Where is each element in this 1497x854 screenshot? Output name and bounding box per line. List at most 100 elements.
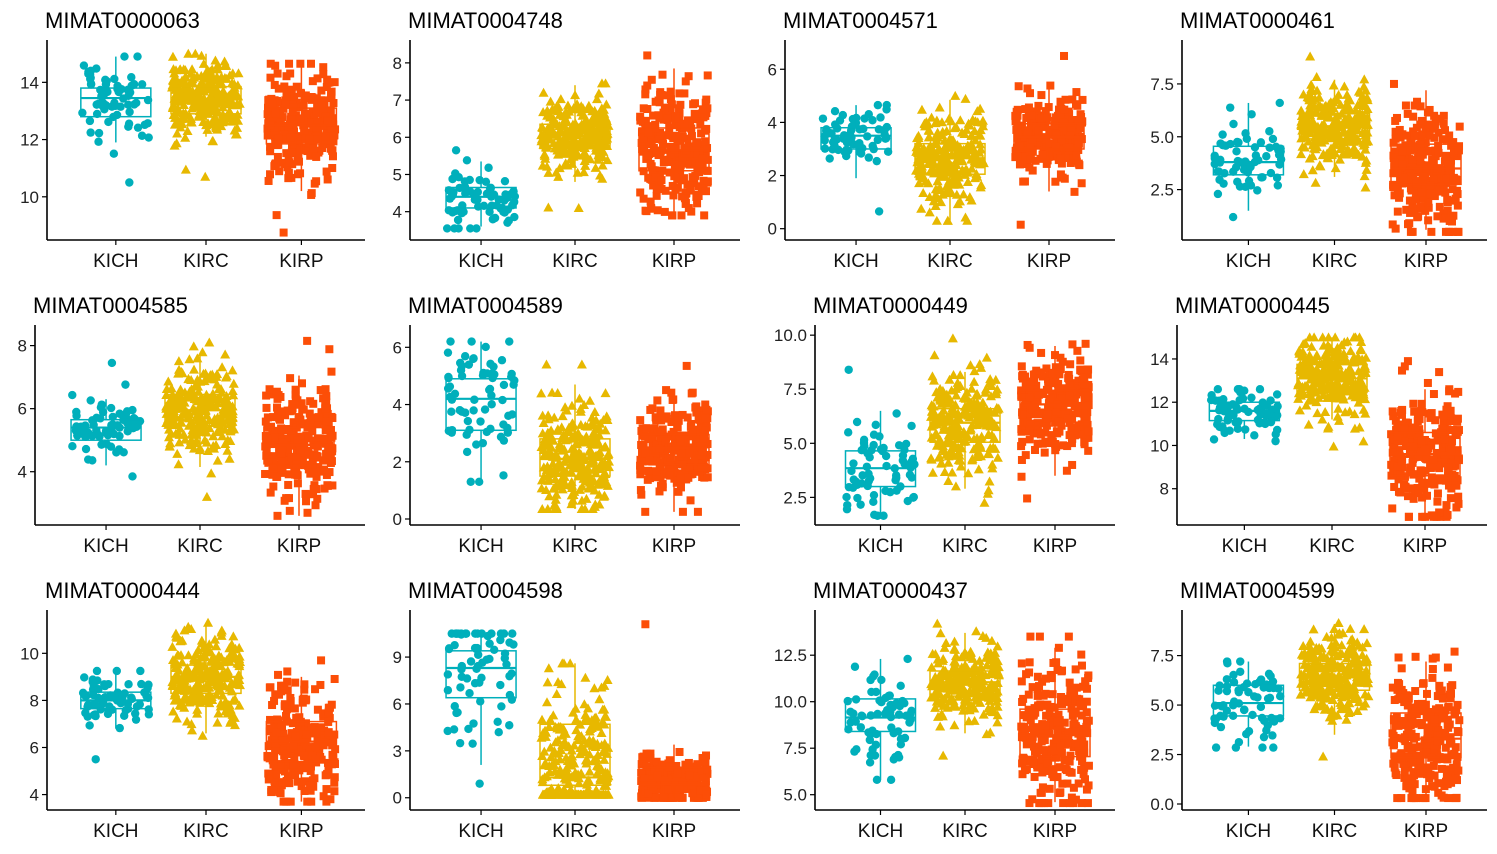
data-point <box>1359 171 1370 181</box>
data-point <box>293 396 302 405</box>
data-point <box>869 430 879 439</box>
data-point <box>1330 163 1341 173</box>
data-point <box>201 410 212 420</box>
data-point <box>593 88 604 98</box>
data-point <box>1393 432 1402 441</box>
data-point <box>539 149 550 159</box>
data-point <box>1015 142 1024 151</box>
data-point <box>983 485 994 495</box>
data-point <box>1351 149 1362 159</box>
data-point <box>673 421 682 430</box>
data-point <box>652 148 661 157</box>
data-point <box>128 405 137 415</box>
data-point <box>576 359 587 369</box>
data-point <box>1307 165 1318 175</box>
data-point <box>1439 111 1448 120</box>
data-point <box>274 140 283 149</box>
data-point <box>552 387 563 397</box>
data-point <box>636 470 645 479</box>
data-point <box>1391 127 1400 136</box>
data-point <box>686 496 695 505</box>
data-point <box>309 436 318 445</box>
data-point <box>638 457 647 466</box>
data-point <box>319 70 328 79</box>
data-point <box>930 190 941 200</box>
data-point <box>972 171 983 181</box>
data-point <box>465 175 474 185</box>
data-point <box>1410 131 1419 140</box>
data-point <box>641 116 650 125</box>
data-point <box>1273 181 1283 190</box>
data-point <box>135 416 145 426</box>
data-point <box>290 92 299 101</box>
data-point <box>691 438 700 447</box>
data-point <box>1082 365 1091 374</box>
data-point <box>1297 381 1308 391</box>
data-point <box>183 374 194 384</box>
data-point <box>1362 104 1373 114</box>
data-point <box>327 457 336 466</box>
data-point <box>1084 392 1093 401</box>
data-point <box>273 152 282 161</box>
data-point <box>1443 402 1452 411</box>
data-point <box>1416 202 1425 211</box>
data-point <box>289 418 298 427</box>
data-point <box>1437 174 1446 183</box>
data-point <box>1338 137 1349 147</box>
data-point <box>1070 397 1079 406</box>
data-point <box>966 383 977 393</box>
data-point <box>653 206 662 215</box>
data-point <box>1336 340 1347 350</box>
data-point <box>1390 443 1399 452</box>
data-point <box>675 173 684 182</box>
data-point <box>1021 377 1030 386</box>
data-point <box>1073 128 1082 137</box>
data-point <box>647 75 656 84</box>
x-tick-label: KIRC <box>552 536 597 557</box>
data-point <box>1441 126 1450 135</box>
data-point <box>271 109 280 118</box>
data-point <box>137 131 147 140</box>
data-point <box>1429 455 1438 464</box>
data-point <box>462 447 472 457</box>
data-point <box>593 154 604 164</box>
data-point <box>647 175 656 184</box>
data-point <box>264 176 273 185</box>
data-point <box>567 463 578 473</box>
data-point <box>170 71 181 81</box>
data-point <box>129 100 139 109</box>
data-point <box>451 146 461 155</box>
data-point <box>309 484 318 493</box>
data-point <box>1232 147 1241 156</box>
data-point <box>328 114 337 123</box>
data-point <box>1055 370 1064 379</box>
data-point <box>636 188 645 197</box>
data-point <box>321 132 330 141</box>
data-point <box>681 468 690 477</box>
data-point <box>222 445 233 455</box>
data-point <box>1051 363 1060 372</box>
data-point <box>1079 409 1088 418</box>
data-point <box>262 391 271 400</box>
data-point <box>302 497 311 506</box>
y-tick-label: 14 <box>20 73 39 92</box>
data-point <box>1418 493 1427 502</box>
data-point <box>268 99 277 108</box>
data-point <box>676 168 685 177</box>
data-point <box>1026 143 1035 152</box>
data-point <box>583 100 594 110</box>
data-point <box>280 82 289 91</box>
data-point <box>467 337 476 346</box>
data-point <box>665 106 674 115</box>
data-point <box>595 140 606 150</box>
data-point <box>1043 410 1052 419</box>
data-point <box>685 449 694 458</box>
data-point <box>1043 414 1052 423</box>
data-point <box>1392 113 1401 122</box>
data-point <box>1302 114 1313 124</box>
data-point <box>1416 467 1425 476</box>
data-point <box>1025 163 1034 172</box>
data-point <box>842 138 852 147</box>
data-point <box>164 424 175 434</box>
y-tick-label: 0 <box>393 510 402 529</box>
